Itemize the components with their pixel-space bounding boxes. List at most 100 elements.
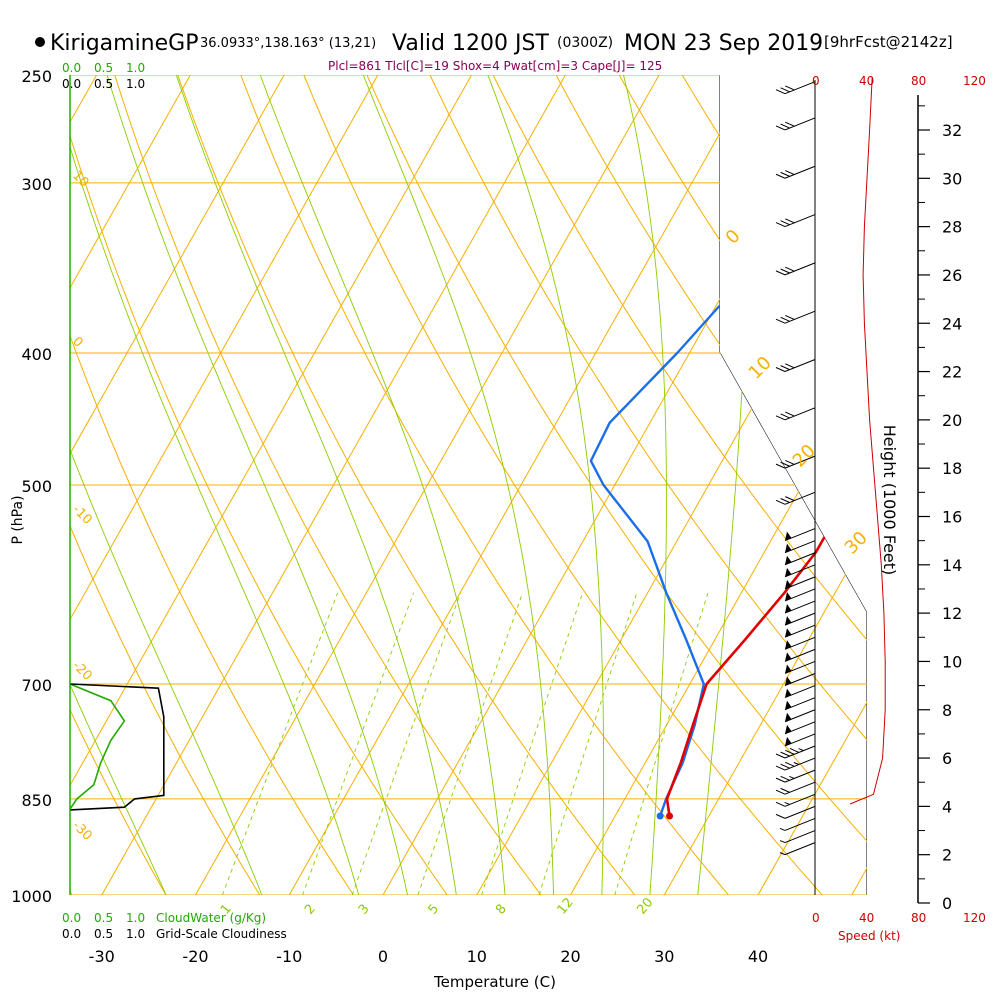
moist-adiabat-line	[99, 75, 415, 895]
wind-barb	[775, 769, 816, 783]
dewpoint-profile-line	[589, 75, 867, 817]
wind-barb	[784, 709, 816, 723]
temperature-tick-label: 0	[378, 947, 388, 966]
surface-dewpoint-dot	[656, 812, 664, 820]
mixing-ratio-line	[538, 592, 638, 895]
wind-barb	[775, 745, 816, 759]
cloud-scale-label: 0.5	[94, 927, 113, 941]
isotherm-line	[757, 75, 867, 895]
moist-adiabat-line	[617, 75, 667, 895]
height-tick-label: 18	[942, 459, 962, 478]
cloudwater-line	[69, 683, 126, 810]
pressure-tick-label: 850	[21, 791, 52, 810]
speed-tick-label: 80	[911, 911, 926, 925]
pressure-axis-title: P (hPa)	[10, 495, 26, 544]
isotherm-line	[288, 75, 754, 895]
height-tick-label: 24	[942, 314, 962, 333]
height-tick-label: 12	[942, 604, 962, 623]
speed-tick-label: 40	[859, 74, 874, 88]
pressure-tick-label: 1000	[11, 887, 52, 906]
moist-adiabat-line	[478, 75, 605, 895]
wind-barb	[775, 117, 816, 131]
moist-adiabat-line	[250, 75, 508, 895]
wind-barb	[775, 81, 816, 95]
temperature-tick-label: 30	[654, 947, 674, 966]
cloud-scale-label: 0.0	[62, 911, 81, 925]
sounding-indices: Plcl=861 Tlcl[C]=19 Shox=4 Pwat[cm]=3 Ca…	[328, 59, 662, 73]
wind-speed-line	[849, 76, 886, 805]
mixing-ratio-line	[302, 592, 415, 895]
speed-tick-label: 120	[963, 74, 986, 88]
moist-adiabat-line	[70, 75, 180, 895]
isotherm-side-label: -10	[69, 502, 95, 528]
moist-adiabat-line	[353, 75, 555, 895]
dry-adiabat-line	[605, 75, 867, 895]
pressure-tick-label: 300	[21, 175, 52, 194]
wind-barb	[775, 407, 816, 421]
cloud-scale-label: 0.5	[94, 77, 113, 91]
dry-adiabat-line	[854, 75, 867, 895]
dry-adiabat-line	[293, 75, 849, 895]
dry-adiabat-line	[480, 75, 867, 895]
mixing-ratio-label: 8	[493, 902, 510, 918]
cloud-scale-label: 0.5	[94, 911, 113, 925]
cloud-scale-label: 1.0	[126, 927, 145, 941]
wind-barb	[784, 648, 816, 662]
mixing-ratio-line	[481, 592, 584, 895]
wind-barb	[775, 455, 816, 469]
wind-barb	[775, 359, 816, 372]
wind-barb	[784, 660, 816, 674]
mixing-ratio-label: 20	[634, 895, 656, 917]
mixing-ratio-label: 3	[356, 902, 373, 918]
speed-tick-label: 120	[963, 911, 986, 925]
speed-tick-label: 40	[859, 911, 874, 925]
wind-barb	[775, 805, 816, 819]
isotherm-label: 10	[745, 352, 776, 383]
height-tick-label: 10	[942, 652, 962, 671]
wind-barb	[775, 793, 816, 807]
dry-adiabat-line	[70, 75, 374, 895]
cloud-scale-label: 0.5	[94, 61, 113, 75]
wind-barb	[784, 576, 816, 590]
temperature-tick-label: 20	[560, 947, 580, 966]
wind-barb	[779, 830, 816, 843]
dry-adiabat-line	[70, 75, 279, 895]
wind-barb	[784, 564, 816, 578]
dry-adiabat-line	[70, 75, 184, 895]
wind-barb	[775, 310, 816, 324]
isotherm-line	[851, 75, 867, 895]
speed-axis-title: Speed (kt)	[838, 929, 900, 943]
isotherm-side-label: -30	[69, 818, 95, 844]
isotherm-line	[70, 75, 285, 895]
isotherm-line	[195, 75, 660, 895]
wind-barb	[775, 165, 816, 179]
pressure-tick-label: 400	[21, 345, 52, 364]
dry-adiabat-line	[168, 75, 659, 895]
zulu-time: (0300Z)	[557, 35, 613, 51]
wind-barb	[775, 262, 816, 276]
temperature-tick-label: 40	[748, 947, 768, 966]
station-name: KirigamineGP	[50, 31, 198, 56]
mixing-ratio-label: 5	[425, 902, 442, 918]
dry-adiabat-line	[70, 75, 469, 895]
isotherm-line	[0, 75, 3, 895]
height-tick-label: 4	[942, 797, 952, 816]
mixing-ratio-line	[417, 592, 524, 895]
parcel-trace-line	[878, 121, 924, 323]
height-tick-label: 20	[942, 411, 962, 430]
wind-barb	[784, 673, 816, 686]
surface-temperature-dot	[666, 812, 674, 820]
wind-barb	[784, 588, 816, 602]
cloud-scale-label: 0.0	[62, 927, 81, 941]
wind-barb	[775, 757, 816, 771]
mixing-ratio-label: 12	[555, 895, 577, 917]
isotherm-line	[101, 75, 566, 895]
wind-barb	[784, 600, 816, 614]
height-tick-label: 14	[942, 556, 962, 575]
dry-adiabat-line	[980, 51, 1000, 924]
wind-barb	[784, 697, 816, 711]
dry-adiabat-line	[355, 75, 867, 895]
valid-time: Valid 1200 JST	[392, 31, 549, 56]
